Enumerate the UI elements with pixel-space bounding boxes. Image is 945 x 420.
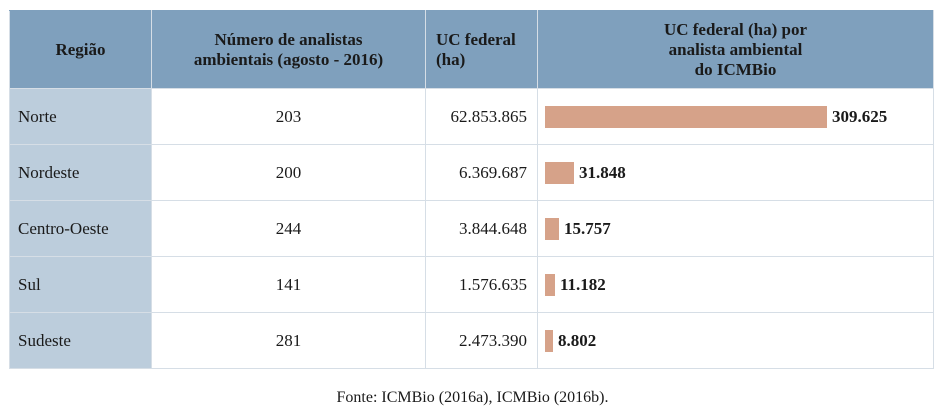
uc-cell: 62.853.865 — [425, 88, 538, 145]
analysts-per-region-table: Região Número de analistas ambientais (a… — [9, 10, 934, 369]
header-analysts: Número de analistas ambientais (agosto -… — [151, 10, 426, 89]
ratio-bar — [545, 273, 555, 296]
region-cell: Norte — [9, 88, 152, 145]
ratio-cell: 8.802 — [537, 312, 934, 369]
ratio-bar-label: 8.802 — [558, 330, 597, 350]
region-cell: Sul — [9, 256, 152, 313]
header-analysts-line2: ambientais (agosto - 2016) — [193, 49, 384, 69]
source-caption: Fonte: ICMBio (2016a), ICMBio (2016b). — [336, 389, 609, 406]
table-row: Norte 203 62.853.865 309.625 — [9, 88, 934, 145]
ratio-bar — [545, 217, 559, 240]
analysts-cell: 244 — [151, 200, 426, 257]
analysts-cell: 203 — [151, 88, 426, 145]
analysts-cell: 281 — [151, 312, 426, 369]
region-cell: Sudeste — [9, 312, 152, 369]
table-row: Sul 141 1.576.635 11.182 — [9, 256, 934, 313]
ratio-cell: 31.848 — [537, 144, 934, 201]
ratio-bar — [545, 105, 827, 128]
data-table-container: Região Número de analistas ambientais (a… — [9, 10, 934, 369]
header-uc-line2: (ha) — [436, 49, 466, 69]
ratio-bar-label: 31.848 — [579, 162, 626, 182]
ratio-bar — [545, 161, 574, 184]
region-cell: Centro-Oeste — [9, 200, 152, 257]
header-ratio-line3: do ICMBio — [694, 59, 777, 79]
table-row: Sudeste 281 2.473.390 8.802 — [9, 312, 934, 369]
ratio-cell: 309.625 — [537, 88, 934, 145]
uc-cell: 1.576.635 — [425, 256, 538, 313]
ratio-cell: 15.757 — [537, 200, 934, 257]
table-row: Centro-Oeste 244 3.844.648 15.757 — [9, 200, 934, 257]
header-region-label: Região — [55, 39, 106, 59]
header-analysts-line1: Número de analistas — [214, 29, 363, 49]
analysts-cell: 141 — [151, 256, 426, 313]
ratio-cell: 11.182 — [537, 256, 934, 313]
header-ratio: UC federal (ha) por analista ambiental d… — [537, 10, 934, 89]
uc-cell: 6.369.687 — [425, 144, 538, 201]
uc-cell: 2.473.390 — [425, 312, 538, 369]
ratio-bar-label: 309.625 — [832, 106, 888, 126]
ratio-bar-label: 15.757 — [564, 218, 611, 238]
table-row: Nordeste 200 6.369.687 31.848 — [9, 144, 934, 201]
region-cell: Nordeste — [9, 144, 152, 201]
ratio-bar — [545, 329, 553, 352]
analysts-cell: 200 — [151, 144, 426, 201]
uc-cell: 3.844.648 — [425, 200, 538, 257]
header-uc-line1: UC federal — [436, 29, 516, 49]
header-uc: UC federal (ha) — [425, 10, 538, 89]
table-header-row: Região Número de analistas ambientais (a… — [9, 10, 934, 89]
ratio-bar-label: 11.182 — [560, 274, 606, 294]
header-ratio-line2: analista ambiental — [668, 39, 803, 59]
header-ratio-line1: UC federal (ha) por — [663, 19, 808, 39]
header-region: Região — [9, 10, 152, 89]
